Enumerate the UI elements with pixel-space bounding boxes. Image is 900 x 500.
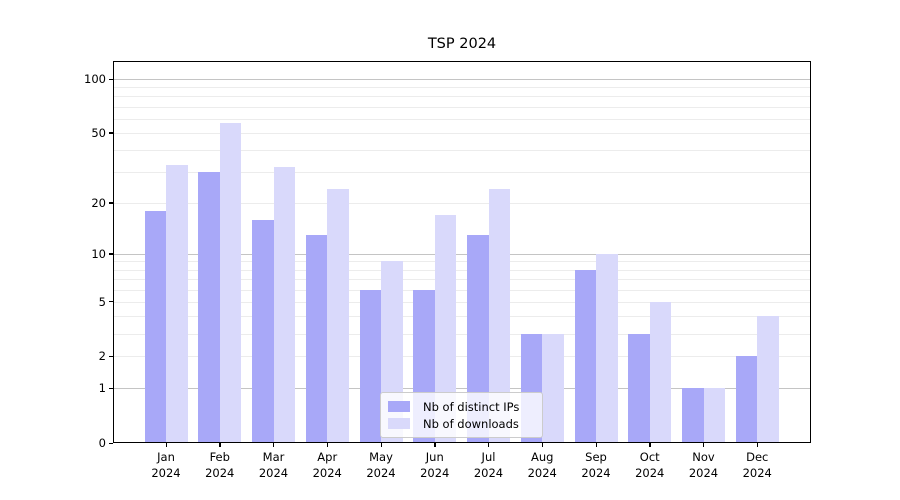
x-tick-label-jul: Jul 2024 [473, 450, 504, 480]
gridline-major-100 [113, 79, 811, 80]
chart-title: TSP 2024 [427, 36, 497, 52]
bar-downloads-mar [273, 167, 295, 443]
x-tick-label-sep: Sep 2024 [581, 450, 611, 480]
legend-item-downloads: Nb of downloads [388, 415, 534, 432]
x-tick-mark-oct [649, 443, 651, 447]
gridline-minor-70 [113, 106, 811, 108]
bar-downloads-feb [219, 122, 242, 443]
bar-distinct-ips-may [359, 289, 381, 443]
legend-label-downloads: Nb of downloads [423, 416, 519, 431]
x-tick-label-nov: Nov 2024 [688, 450, 719, 480]
x-tick-mark-nov [703, 443, 705, 447]
gridline-major-1 [113, 388, 811, 390]
bar-downloads-dec [757, 316, 779, 443]
bar-distinct-ips-apr [305, 234, 328, 443]
x-tick-mark-apr [326, 443, 329, 447]
bar-distinct-ips-feb [198, 172, 220, 443]
bar-distinct-ips-oct [628, 333, 650, 443]
y-tick-label-50: 50 [91, 125, 106, 140]
plot-area: Nb of distinct IPs Nb of downloads [113, 61, 811, 443]
x-tick-mark-jun [434, 443, 436, 447]
bar-downloads-sep [596, 253, 618, 443]
x-tick-label-jun: Jun 2024 [420, 450, 450, 480]
gridline-minor-4 [113, 316, 811, 318]
legend: Nb of distinct IPs Nb of downloads [380, 392, 543, 438]
y-tick-mark-20 [109, 202, 113, 204]
gridline-minor-80 [113, 96, 811, 98]
bar-downloads-jan [166, 164, 188, 443]
x-tick-mark-dec [756, 443, 759, 447]
bar-distinct-ips-mar [252, 219, 274, 443]
gridline-minor-5 [113, 301, 811, 303]
y-tick-mark-50 [109, 132, 113, 134]
bar-distinct-ips-sep [574, 269, 596, 443]
bar-downloads-apr [327, 189, 349, 443]
x-tick-mark-may [380, 443, 382, 447]
y-tick-mark-5 [109, 301, 113, 303]
x-tick-mark-jul [488, 443, 490, 447]
x-tick-label-dec: Dec 2024 [742, 450, 772, 480]
gridline-minor-7 [113, 278, 811, 280]
y-tick-label-0: 0 [98, 436, 106, 450]
legend-swatch-distinct-ips [388, 401, 410, 412]
gridline-minor-3 [113, 333, 811, 335]
y-tick-mark-10 [109, 253, 113, 255]
x-tick-mark-feb [219, 443, 221, 447]
bar-distinct-ips-jan [144, 210, 166, 443]
gridline-minor-40 [113, 150, 811, 152]
x-tick-mark-aug [541, 443, 544, 447]
y-tick-label-100: 100 [84, 72, 106, 86]
bar-downloads-jul [488, 189, 510, 443]
bar-downloads-jun [434, 215, 457, 443]
y-tick-label-5: 5 [98, 294, 106, 309]
bar-downloads-oct [649, 301, 672, 443]
gridline-minor-60 [113, 118, 811, 120]
gridline-minor-90 [113, 87, 811, 89]
gridline-major-10 [113, 253, 811, 255]
x-tick-label-oct: Oct 2024 [635, 450, 665, 480]
bar-downloads-aug [542, 333, 564, 443]
x-tick-mark-mar [273, 443, 275, 447]
bar-downloads-nov [703, 388, 725, 443]
x-tick-label-may: May 2024 [366, 450, 396, 480]
bar-distinct-ips-jul [467, 234, 489, 443]
legend-swatch-downloads [388, 418, 410, 429]
x-tick-label-mar: Mar 2024 [258, 450, 289, 480]
y-tick-label-1: 1 [98, 381, 106, 396]
x-tick-mark-sep [595, 443, 597, 447]
x-tick-label-feb: Feb 2024 [205, 450, 235, 480]
x-tick-label-jan: Jan 2024 [151, 450, 181, 480]
gridline-minor-20 [113, 202, 811, 204]
y-tick-mark-2 [109, 355, 113, 358]
gridline-minor-6 [113, 289, 811, 291]
y-tick-label-10: 10 [91, 246, 106, 261]
gridline-minor-8 [113, 269, 811, 271]
y-tick-label-2: 2 [98, 349, 106, 364]
gridline-minor-9 [113, 261, 811, 263]
gridline-minor-30 [113, 172, 811, 174]
bar-distinct-ips-nov [682, 388, 704, 443]
x-tick-label-apr: Apr 2024 [312, 450, 342, 480]
x-tick-label-aug: Aug 2024 [527, 450, 557, 480]
legend-label-distinct-ips: Nb of distinct IPs [423, 399, 520, 414]
y-tick-mark-0 [109, 442, 113, 444]
gridline-minor-50 [113, 132, 811, 134]
y-tick-mark-100 [109, 78, 113, 80]
x-tick-mark-jan [165, 443, 167, 447]
gridline-minor-2 [113, 356, 811, 358]
y-tick-label-20: 20 [91, 195, 106, 210]
y-tick-mark-1 [109, 387, 113, 390]
legend-item-distinct-ips: Nb of distinct IPs [388, 398, 534, 415]
bar-distinct-ips-dec [735, 356, 758, 443]
